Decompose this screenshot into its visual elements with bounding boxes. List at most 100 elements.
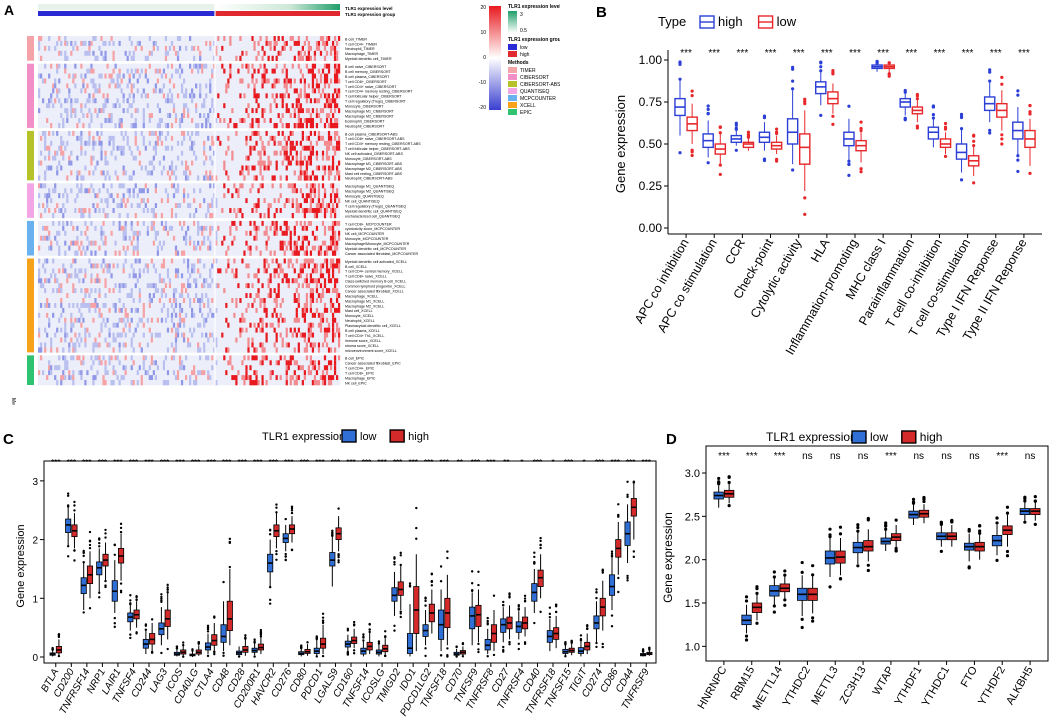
heat-cell xyxy=(172,235,176,241)
heat-cell xyxy=(62,375,65,381)
heat-cell xyxy=(285,122,288,129)
outlier-point xyxy=(595,588,598,591)
outlier-point xyxy=(1005,511,1010,515)
heat-cell xyxy=(269,225,272,232)
heat-cell xyxy=(211,140,214,147)
heat-cell xyxy=(335,203,339,209)
heat-cell xyxy=(195,245,198,251)
heat-cell xyxy=(148,298,151,304)
heat-cell xyxy=(323,225,327,232)
outlier-point xyxy=(811,619,815,623)
heat-cell xyxy=(283,40,286,47)
outlier-point xyxy=(539,539,542,543)
heat-cell xyxy=(186,225,190,232)
heat-cell xyxy=(50,165,53,171)
heat-cell xyxy=(158,278,162,284)
outlier-point xyxy=(884,521,888,525)
heat-cell xyxy=(229,360,232,366)
heat-cell xyxy=(144,370,147,376)
heat-cell xyxy=(126,245,129,251)
heat-cell xyxy=(48,130,51,137)
heat-cell xyxy=(215,240,218,246)
outlier-point xyxy=(290,509,294,512)
outlier-point xyxy=(268,602,272,605)
heat-cell xyxy=(311,380,315,386)
heat-cell xyxy=(221,63,224,69)
heat-cell xyxy=(241,50,244,57)
row-label: B cell_EPIC xyxy=(345,357,365,361)
heat-cell xyxy=(263,268,266,274)
heat-cell xyxy=(130,288,133,294)
heat-cell xyxy=(148,293,151,299)
heat-cell xyxy=(58,160,61,166)
heat-cell xyxy=(319,108,323,114)
heat-cell xyxy=(287,278,290,284)
heat-cell xyxy=(305,145,308,151)
heat-cell xyxy=(44,235,47,241)
outlier-point xyxy=(548,606,552,609)
heat-cell xyxy=(92,68,95,74)
heat-cell xyxy=(305,93,308,99)
heat-cell xyxy=(84,150,87,156)
heat-cell xyxy=(337,293,341,299)
significance-label: *** xyxy=(144,458,153,467)
heat-cell xyxy=(189,380,192,386)
heat-cell xyxy=(207,245,210,251)
heat-cell xyxy=(239,118,242,124)
heat-cell xyxy=(154,40,157,47)
heat-cell xyxy=(223,355,226,361)
heat-cell xyxy=(104,212,107,219)
heat-cell xyxy=(122,327,125,333)
heat-cell xyxy=(38,36,41,42)
heat-cell xyxy=(76,155,79,161)
heat-cell xyxy=(329,235,333,241)
heat-cell xyxy=(74,198,77,204)
heat-cell xyxy=(88,122,91,129)
heat-cell xyxy=(327,225,331,232)
outlier-point xyxy=(800,570,804,574)
group-annotation-high xyxy=(215,11,340,16)
heat-cell xyxy=(291,212,294,219)
heat-cell xyxy=(323,375,327,381)
heat-cell xyxy=(333,150,337,156)
heat-cell xyxy=(64,50,67,57)
significance-label: *** xyxy=(129,458,138,467)
significance-label: *** xyxy=(877,48,889,59)
heat-cell xyxy=(319,293,323,299)
heat-cell xyxy=(124,355,127,361)
heat-cell xyxy=(38,40,41,47)
heat-cell xyxy=(335,220,339,227)
heat-cell xyxy=(201,230,204,237)
significance-label: *** xyxy=(595,458,604,467)
heat-cell xyxy=(172,288,176,294)
outlier-point xyxy=(959,114,964,119)
level-annotation-gradient xyxy=(215,4,340,10)
outlier-point xyxy=(859,167,863,171)
outlier-point xyxy=(617,514,620,517)
outlier-point xyxy=(641,649,645,653)
heat-cell xyxy=(164,45,168,52)
heat-cell xyxy=(158,108,162,114)
outlier-point xyxy=(791,67,795,71)
outlier-point xyxy=(811,616,815,620)
heat-cell xyxy=(184,170,188,176)
heat-cell xyxy=(82,278,85,284)
heat-cell xyxy=(164,283,168,289)
heat-cell xyxy=(46,302,49,309)
heat-cell xyxy=(142,268,145,274)
heat-cell xyxy=(279,240,282,246)
heat-cell xyxy=(333,288,337,294)
heat-cell xyxy=(120,225,123,232)
heat-cell xyxy=(215,258,218,264)
heat-cell xyxy=(305,235,308,241)
heat-cell xyxy=(48,245,51,251)
heat-cell xyxy=(122,225,125,232)
heat-cell xyxy=(80,322,83,328)
heat-cell xyxy=(128,293,131,299)
heat-cell xyxy=(168,278,172,284)
heat-cell xyxy=(92,263,95,269)
heat-cell xyxy=(207,375,210,381)
heat-cell xyxy=(166,130,170,137)
heat-cell xyxy=(287,93,290,99)
heat-cell xyxy=(106,212,109,219)
